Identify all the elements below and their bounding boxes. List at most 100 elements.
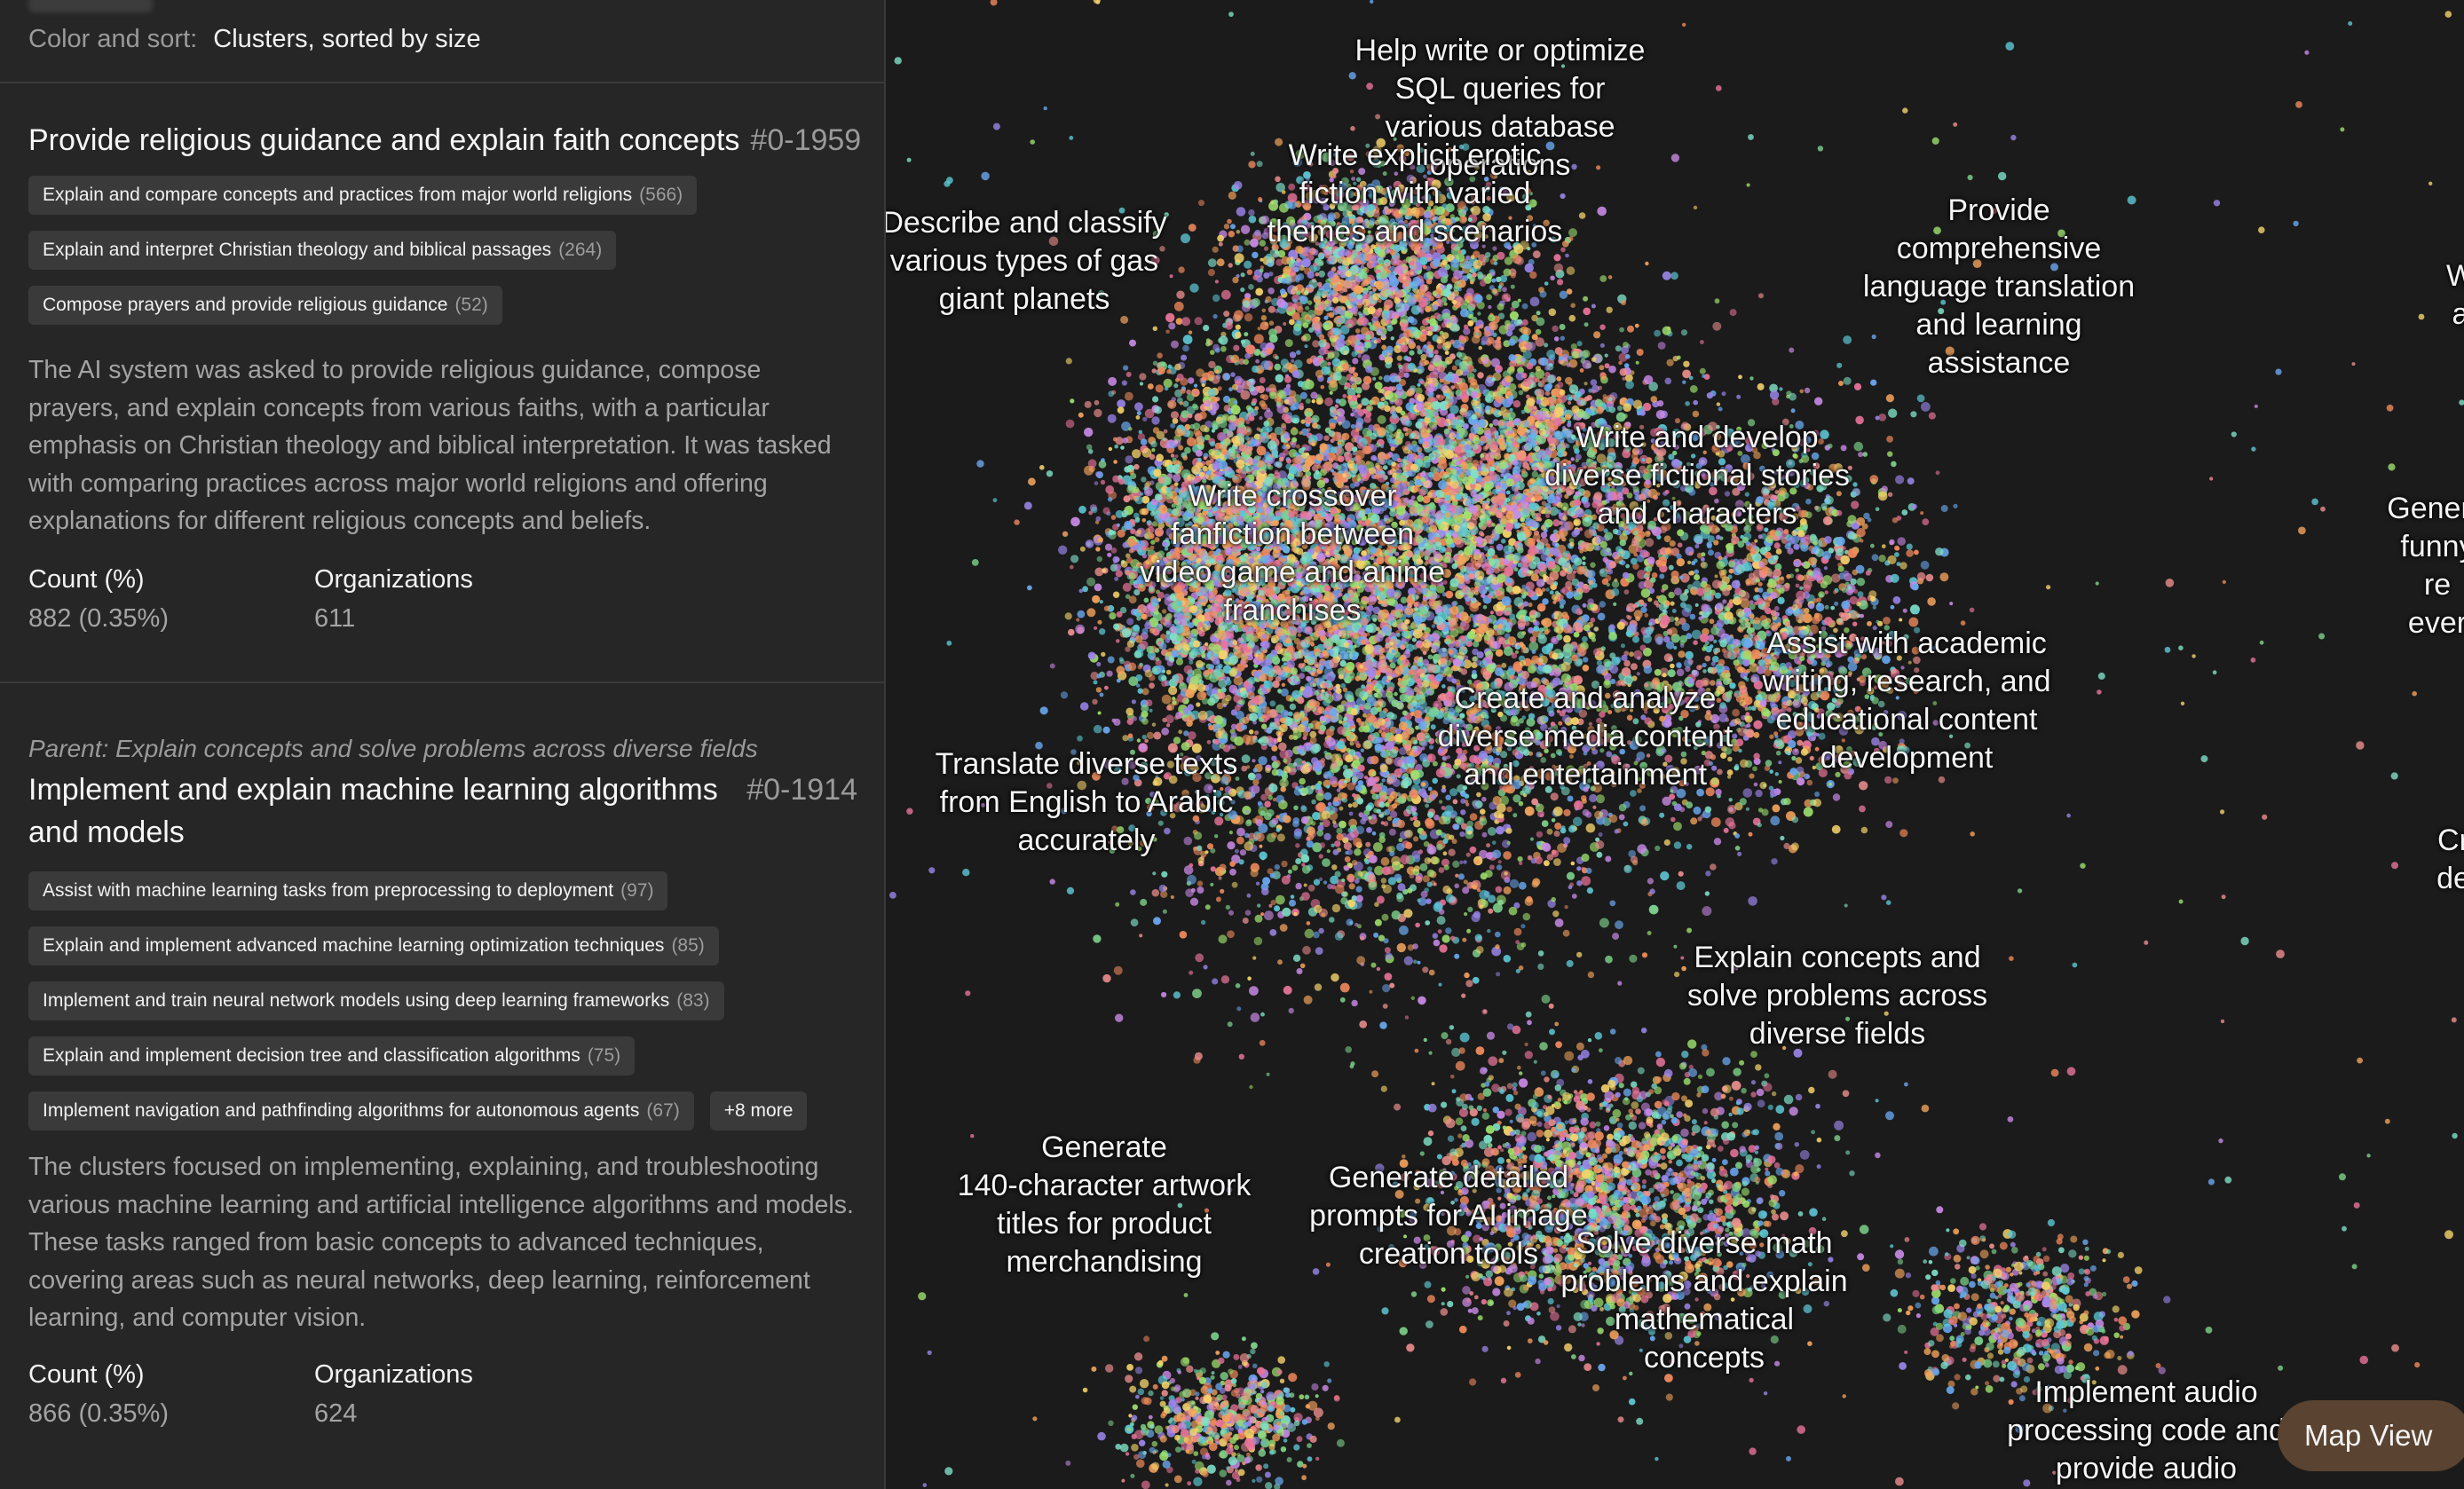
scatter-point	[1417, 382, 1421, 387]
scatter-point	[1573, 631, 1580, 638]
orgs-label: Organizations	[314, 564, 473, 594]
scatter-point	[1173, 383, 1179, 389]
scatter-point	[1295, 843, 1300, 848]
subcluster-chip[interactable]: Explain and implement decision tree and …	[28, 1036, 636, 1075]
scatter-point	[1240, 272, 1245, 278]
scatter-point	[1533, 1060, 1537, 1064]
scatter-point	[1705, 871, 1711, 877]
scatter-point	[1077, 735, 1083, 742]
scatter-point	[1560, 825, 1566, 831]
scatter-point	[1412, 815, 1418, 821]
scatter-point	[1638, 581, 1647, 589]
parent-cluster-link[interactable]: Parent: Explain concepts and solve probl…	[28, 735, 758, 762]
scatter-point	[1248, 284, 1254, 290]
color-sort-value[interactable]: Clusters, sorted by size	[213, 25, 481, 53]
scatter-point	[1606, 306, 1613, 313]
scatter-point	[1408, 669, 1414, 676]
scatter-point	[1463, 879, 1468, 885]
scatter-point	[1313, 760, 1322, 769]
scatter-point	[1636, 349, 1644, 356]
cluster-map[interactable]: Help write or optimize SQL queries for v…	[886, 0, 2464, 1489]
scatter-point	[1135, 674, 1143, 681]
scatter-point	[1384, 973, 1393, 981]
scatter-point	[1130, 918, 1139, 927]
scatter-point	[1472, 648, 1479, 656]
scatter-point	[1170, 894, 1174, 900]
scatter-point	[1152, 871, 1157, 876]
scatter-point	[1343, 779, 1348, 784]
scatter-point	[1515, 968, 1520, 973]
scatter-point	[1311, 414, 1320, 423]
scatter-point	[1506, 806, 1512, 813]
scatter-point	[1464, 912, 1468, 917]
scatter-point	[1492, 849, 1502, 859]
scatter-point	[1326, 849, 1331, 854]
scatter-point	[1535, 366, 1541, 372]
scatter-point	[1445, 590, 1454, 599]
scatter-point	[1541, 618, 1548, 626]
scatter-point	[1339, 659, 1347, 667]
scatter-point	[1313, 878, 1321, 886]
scatter-point	[1134, 402, 1143, 412]
scatter-point	[1582, 665, 1590, 672]
scatter-point	[1642, 402, 1652, 412]
scatter-point	[1379, 782, 1384, 787]
scatter-point	[1250, 869, 1259, 878]
scatter-point	[1203, 325, 1210, 332]
cluster-description: The clusters focused on implementing, ex…	[28, 1153, 854, 1332]
scatter-point	[1562, 623, 1570, 630]
scatter-point	[1507, 666, 1513, 671]
subcluster-chip[interactable]: Explain and interpret Christian theology…	[28, 231, 617, 270]
scatter-point	[1402, 650, 1411, 658]
scatter-point	[1094, 583, 1102, 592]
scatter-point	[1645, 261, 1649, 266]
scatter-point	[1427, 654, 1433, 660]
subcluster-chip[interactable]: Compose prayers and provide religious gu…	[28, 286, 502, 325]
scatter-point	[1604, 363, 1610, 369]
scatter-point	[1331, 673, 1337, 679]
scatter-point	[1428, 1051, 1433, 1055]
scatter-point	[1441, 806, 1446, 810]
scatter-point	[1242, 918, 1249, 924]
scatter-point	[1460, 809, 1466, 815]
scatter-point	[1305, 398, 1311, 404]
subcluster-chip[interactable]: Implement navigation and pathfinding alg…	[28, 1091, 694, 1131]
scatter-point	[1300, 765, 1310, 775]
scatter-point	[1327, 801, 1332, 807]
scatter-point	[1694, 544, 1700, 549]
subcluster-chip[interactable]: Assist with machine learning tasks from …	[28, 871, 668, 910]
scatter-point	[1574, 800, 1583, 810]
more-subclusters-button[interactable]: +8 more	[709, 1091, 808, 1131]
cluster-card-ml[interactable]: Parent: Explain concepts and solve probl…	[0, 685, 884, 1489]
scatter-point	[1210, 350, 1215, 355]
scatter-point	[1289, 899, 1296, 907]
subcluster-chip[interactable]: Explain and compare concepts and practic…	[28, 176, 698, 215]
subcluster-chip[interactable]: Implement and train neural network model…	[28, 981, 724, 1020]
scatter-point	[1065, 358, 1072, 365]
scatter-point	[1540, 537, 1549, 546]
color-sort-control[interactable]: Color and sort: Clusters, sorted by size	[28, 25, 481, 54]
scatter-point	[1336, 788, 1341, 792]
scatter-point	[1400, 863, 1404, 869]
scatter-point	[1178, 266, 1185, 273]
scatter-point	[1457, 651, 1465, 659]
scatter-point	[1299, 963, 1306, 969]
scatter-point	[1189, 863, 1194, 868]
scatter-point	[1039, 465, 1045, 470]
cluster-card-religion[interactable]: Provide religious guidance and explain f…	[0, 82, 884, 683]
subcluster-chip[interactable]: Explain and implement advanced machine l…	[28, 926, 719, 965]
scatter-point	[1212, 313, 1218, 319]
scatter-point	[1693, 399, 1698, 406]
scatter-point	[1517, 631, 1525, 639]
scatter-point	[1536, 840, 1541, 847]
scatter-point	[1423, 840, 1430, 847]
scatter-point	[1366, 827, 1372, 833]
subcluster-label: Explain and implement decision tree and …	[43, 1045, 580, 1066]
scatter-point	[1416, 678, 1422, 685]
scatter-point	[1439, 800, 1443, 804]
scatter-point	[1332, 807, 1339, 813]
scatter-point	[1427, 786, 1433, 792]
scatter-point	[1681, 965, 1686, 972]
scatter-points[interactable]	[886, 0, 2464, 1489]
scatter-point	[1252, 956, 1257, 960]
